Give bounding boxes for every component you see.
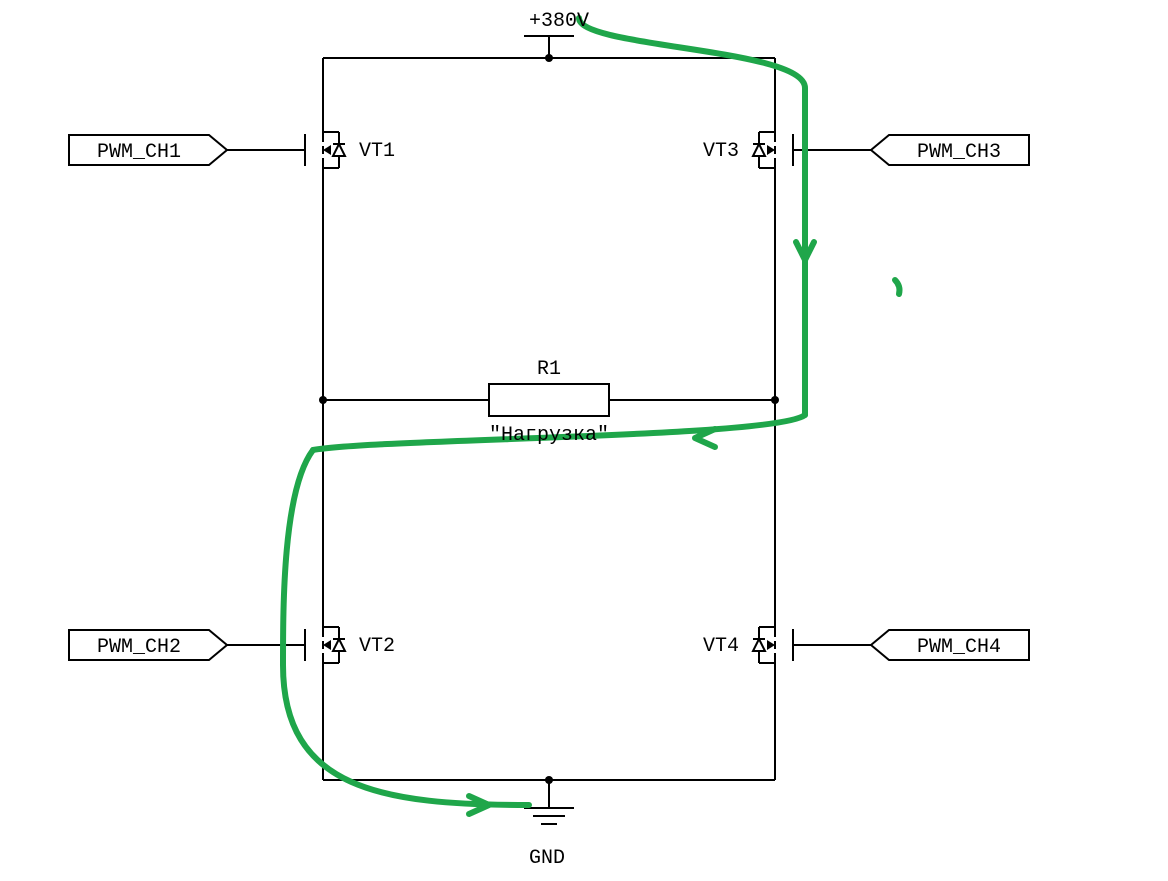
net-pwm-ch4-label: PWM_CH4	[917, 636, 1001, 659]
mosfet-label-VT1: VT1	[359, 140, 395, 163]
mosfet-VT4	[753, 613, 811, 677]
load-caption: "Нагрузка"	[489, 424, 609, 447]
svg-text:+380V: +380V	[529, 10, 589, 33]
svg-text:GND: GND	[529, 847, 565, 870]
mosfet-label-VT4: VT4	[703, 635, 739, 658]
mosfet-VT2	[287, 613, 345, 677]
mosfet-VT1	[287, 118, 345, 182]
net-pwm-ch3-label: PWM_CH3	[917, 141, 1001, 164]
net-pwm-ch1-label: PWM_CH1	[97, 141, 181, 164]
mosfet-label-VT2: VT2	[359, 635, 395, 658]
load-name: R1	[537, 358, 561, 381]
mosfet-label-VT3: VT3	[703, 140, 739, 163]
circuit-labels: +380V GND R1 "Нагрузка" VT1 VT2 VT3 VT4 PWM_CH1 P…	[97, 10, 1001, 870]
net-pwm-ch2-label: PWM_CH2	[97, 636, 181, 659]
